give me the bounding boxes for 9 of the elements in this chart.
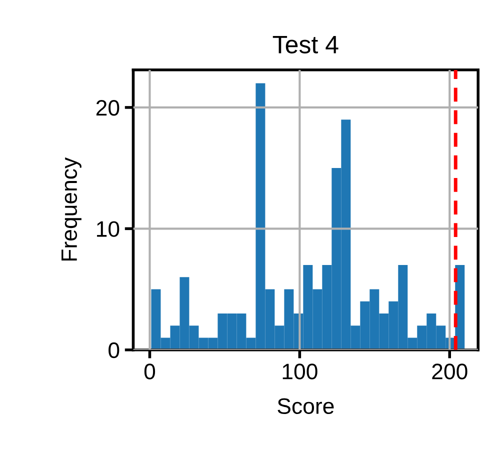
x-tick-label: 200 bbox=[432, 364, 468, 380]
chart-title: Test 4 bbox=[272, 36, 338, 54]
y-tick-label: 20 bbox=[96, 100, 120, 116]
x-tick-label: 0 bbox=[144, 364, 156, 380]
x-tick-label: 100 bbox=[282, 364, 318, 380]
y-axis-title: Frequency bbox=[62, 157, 82, 261]
y-tick-label: 10 bbox=[97, 221, 120, 237]
x-axis-title: Score bbox=[278, 398, 334, 414]
y-tick-label: 0 bbox=[108, 342, 120, 358]
